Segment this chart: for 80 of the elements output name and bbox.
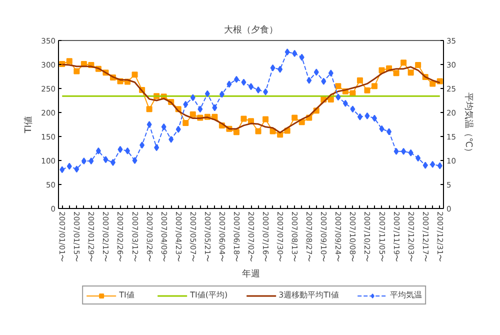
point	[379, 125, 384, 132]
point	[306, 76, 312, 84]
point	[408, 149, 414, 156]
point	[168, 136, 174, 143]
point	[255, 128, 262, 134]
point	[430, 160, 436, 168]
point	[321, 78, 326, 85]
point	[364, 112, 370, 120]
point	[393, 70, 400, 76]
point	[182, 120, 189, 126]
point	[233, 129, 240, 136]
point	[292, 50, 298, 57]
point	[176, 126, 181, 133]
point	[234, 76, 239, 83]
point	[400, 60, 407, 66]
y-axis-title: TI値	[23, 116, 34, 134]
point	[219, 90, 224, 98]
point	[422, 162, 428, 169]
point	[263, 88, 268, 96]
point	[350, 106, 356, 113]
point	[146, 121, 152, 128]
chart-title: 大根（夕食）	[224, 24, 278, 36]
point	[154, 144, 160, 152]
point	[161, 123, 166, 130]
point	[74, 68, 80, 74]
point	[278, 66, 283, 73]
point	[190, 111, 196, 118]
point	[241, 78, 246, 86]
point	[292, 114, 298, 121]
point	[66, 162, 72, 170]
point	[146, 106, 152, 112]
point	[125, 147, 130, 154]
point	[190, 94, 196, 102]
point	[132, 157, 138, 164]
point	[118, 146, 123, 153]
point	[437, 162, 442, 170]
legend-label: 3週移動平均TI値	[278, 290, 339, 300]
point	[328, 70, 334, 77]
point	[394, 148, 399, 155]
point	[132, 72, 138, 78]
point	[408, 70, 414, 76]
point	[430, 80, 436, 87]
point	[60, 166, 65, 174]
point	[140, 142, 145, 149]
point	[256, 86, 261, 94]
x-axis-title: 年週	[242, 268, 260, 280]
point	[386, 128, 392, 136]
point	[262, 116, 269, 122]
point	[66, 58, 72, 64]
point	[183, 100, 188, 108]
point	[401, 148, 406, 155]
point	[299, 54, 304, 61]
point	[342, 100, 348, 107]
point	[226, 80, 232, 88]
point	[314, 68, 319, 76]
point	[110, 158, 116, 166]
legend-label: TI値(平均)	[190, 290, 228, 300]
point	[103, 156, 108, 164]
point	[240, 116, 247, 122]
point	[198, 106, 203, 113]
point	[96, 147, 101, 154]
point	[270, 64, 276, 72]
point	[336, 94, 341, 101]
point	[204, 90, 210, 98]
point	[416, 154, 421, 162]
point	[74, 166, 80, 173]
point	[372, 114, 377, 122]
point	[335, 83, 342, 90]
point	[212, 104, 218, 112]
legend-label: 平均気温	[390, 290, 422, 300]
point	[284, 48, 290, 56]
point	[356, 77, 363, 84]
point	[88, 157, 94, 164]
y2-axis-title: 平均気温（℃）	[463, 92, 474, 157]
point	[364, 87, 370, 94]
point	[415, 62, 422, 68]
point	[371, 83, 378, 90]
legend-label: TI値	[119, 290, 136, 300]
point	[357, 113, 362, 120]
point	[81, 157, 86, 164]
